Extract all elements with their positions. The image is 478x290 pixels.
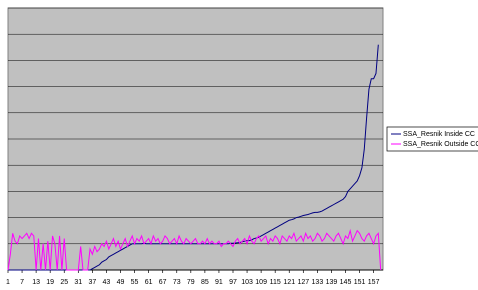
x-tick-label: 127 (297, 279, 309, 286)
x-tick-label: 31 (74, 279, 82, 286)
x-tick-label: 115 (270, 279, 281, 286)
x-tick-label: 91 (215, 279, 223, 286)
series-line (7, 228, 382, 271)
x-tick-label: 25 (60, 279, 68, 286)
x-tick-label: 139 (326, 279, 338, 286)
x-tick-label: 67 (159, 279, 167, 286)
x-tick-label: 103 (241, 279, 253, 286)
legend-box (386, 126, 478, 152)
x-tick-label: 151 (354, 279, 366, 286)
legend-label: SSA_Resnik Inside CC (403, 131, 475, 138)
x-tick-label: 85 (201, 279, 209, 286)
x-tick-label: 145 (340, 279, 352, 286)
x-tick-label: 133 (312, 279, 324, 286)
x-tick-label: 97 (229, 279, 237, 286)
x-tick-label: 13 (32, 279, 40, 286)
x-tick-label: 49 (117, 279, 125, 286)
x-tick-label: 7 (20, 279, 24, 286)
x-tick-label: 79 (187, 279, 195, 286)
x-tick-label: 1 (6, 279, 10, 286)
x-tick-label: 37 (88, 279, 96, 286)
x-tick-label: 43 (103, 279, 111, 286)
legend-label: SSA_Resnik Outside CC (403, 141, 478, 148)
x-tick-label: 61 (145, 279, 153, 286)
x-tick-label: 73 (173, 279, 181, 286)
x-tick-label: 109 (255, 279, 267, 286)
x-tick-label: 121 (283, 279, 295, 286)
x-tick-label: 157 (368, 279, 380, 286)
x-tick-label: 55 (131, 279, 139, 286)
x-tick-label: 19 (46, 279, 54, 286)
